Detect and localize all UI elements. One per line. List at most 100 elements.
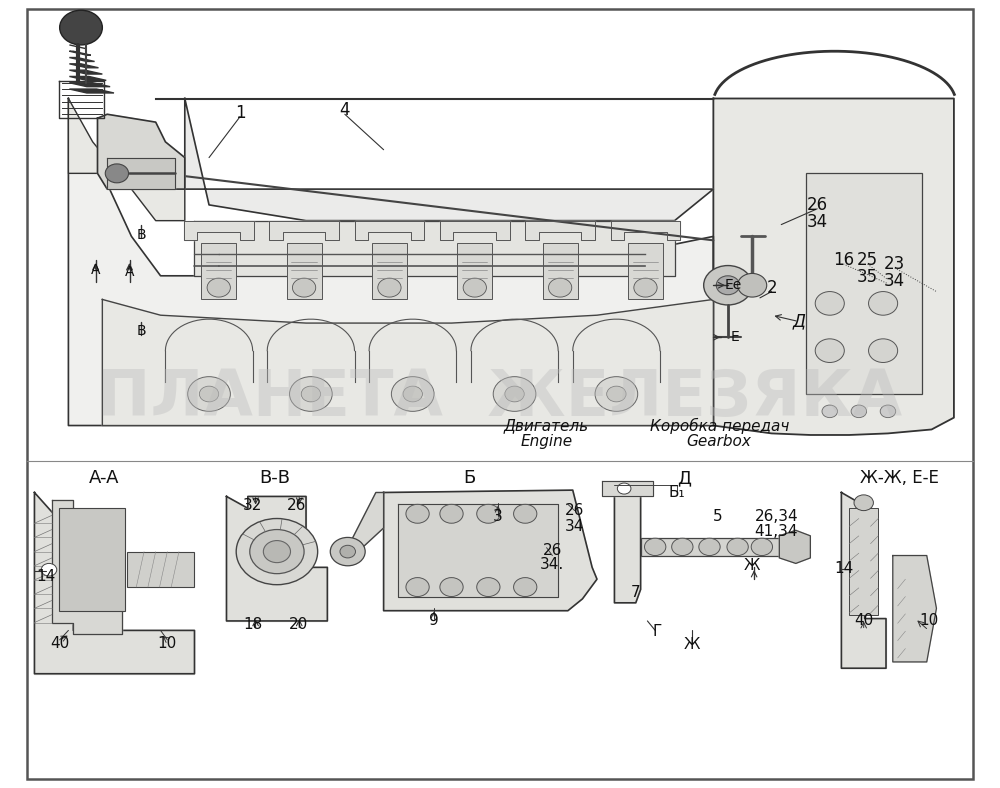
Polygon shape xyxy=(69,83,110,87)
Polygon shape xyxy=(398,504,558,597)
Bar xyxy=(372,243,407,299)
Text: B: B xyxy=(136,324,146,338)
Polygon shape xyxy=(68,98,713,426)
Bar xyxy=(287,243,322,299)
Circle shape xyxy=(716,276,740,295)
Circle shape xyxy=(645,538,666,556)
Circle shape xyxy=(699,538,720,556)
Circle shape xyxy=(751,538,773,556)
Circle shape xyxy=(463,278,486,297)
Bar xyxy=(59,508,125,611)
Circle shape xyxy=(207,278,230,297)
Polygon shape xyxy=(98,114,185,189)
Text: Б: Б xyxy=(463,470,475,487)
Polygon shape xyxy=(34,492,194,674)
Text: 23: 23 xyxy=(884,255,905,273)
Circle shape xyxy=(301,386,321,402)
Polygon shape xyxy=(69,64,98,68)
Text: 35: 35 xyxy=(857,269,878,286)
Text: A: A xyxy=(125,265,134,279)
Circle shape xyxy=(548,278,572,297)
Circle shape xyxy=(378,278,401,297)
Text: Б₁: Б₁ xyxy=(668,485,685,500)
Bar xyxy=(849,508,878,615)
Bar xyxy=(543,243,578,299)
Text: 18: 18 xyxy=(243,616,262,632)
Circle shape xyxy=(738,273,767,297)
Circle shape xyxy=(440,504,463,523)
Text: 9: 9 xyxy=(429,613,439,629)
Polygon shape xyxy=(69,45,87,49)
Circle shape xyxy=(440,578,463,597)
Text: Д: Д xyxy=(677,470,691,487)
Polygon shape xyxy=(384,490,597,611)
Text: E: E xyxy=(730,330,739,344)
Polygon shape xyxy=(194,221,675,276)
Text: Ж: Ж xyxy=(684,637,700,652)
Text: 26: 26 xyxy=(807,196,828,214)
Polygon shape xyxy=(69,76,106,80)
Polygon shape xyxy=(779,530,810,563)
Circle shape xyxy=(188,377,230,411)
Circle shape xyxy=(851,405,867,418)
Text: ПЛАНЕТА  ЖЕЛЕЗЯКА: ПЛАНЕТА ЖЕЛЕЗЯКА xyxy=(97,367,903,429)
Circle shape xyxy=(236,519,318,585)
Polygon shape xyxy=(893,556,936,662)
Polygon shape xyxy=(69,89,114,93)
Text: 34: 34 xyxy=(565,519,584,534)
Circle shape xyxy=(105,164,129,183)
Circle shape xyxy=(672,538,693,556)
Text: 10: 10 xyxy=(158,636,177,652)
Circle shape xyxy=(330,537,365,566)
Text: 41,34: 41,34 xyxy=(755,524,798,540)
Circle shape xyxy=(634,278,657,297)
Circle shape xyxy=(340,545,355,558)
Circle shape xyxy=(477,578,500,597)
Text: A-A: A-A xyxy=(89,470,120,487)
Polygon shape xyxy=(226,496,327,621)
Polygon shape xyxy=(107,158,175,189)
Polygon shape xyxy=(185,98,713,221)
Circle shape xyxy=(199,386,219,402)
Text: 1: 1 xyxy=(235,104,245,121)
Bar xyxy=(628,243,663,299)
Circle shape xyxy=(617,483,631,494)
Circle shape xyxy=(727,538,748,556)
Polygon shape xyxy=(614,485,641,603)
Circle shape xyxy=(514,578,537,597)
Text: 34: 34 xyxy=(807,214,828,231)
Circle shape xyxy=(292,278,316,297)
Text: B: B xyxy=(136,228,146,242)
Circle shape xyxy=(595,377,638,411)
Text: 5: 5 xyxy=(712,508,722,524)
Text: 26: 26 xyxy=(565,503,584,519)
Text: 32: 32 xyxy=(243,498,262,514)
Circle shape xyxy=(250,530,304,574)
Text: 26: 26 xyxy=(543,542,562,558)
Circle shape xyxy=(854,495,873,511)
Circle shape xyxy=(815,292,844,315)
Text: Г: Г xyxy=(652,624,662,640)
Text: 16: 16 xyxy=(833,251,854,269)
Text: 20: 20 xyxy=(289,616,308,632)
Text: 26: 26 xyxy=(287,498,306,514)
Text: 34: 34 xyxy=(884,273,905,290)
Polygon shape xyxy=(69,70,102,74)
Text: 14: 14 xyxy=(36,569,56,585)
Polygon shape xyxy=(69,51,91,55)
Circle shape xyxy=(815,339,844,362)
Circle shape xyxy=(493,377,536,411)
Text: Двигатель: Двигатель xyxy=(504,418,589,433)
Text: 40: 40 xyxy=(50,636,69,652)
Text: Gearbox: Gearbox xyxy=(687,433,752,449)
Polygon shape xyxy=(602,481,653,496)
Circle shape xyxy=(505,386,524,402)
Text: Ж-Ж, Е-Е: Ж-Ж, Е-Е xyxy=(860,470,939,487)
Circle shape xyxy=(290,377,332,411)
Polygon shape xyxy=(184,221,254,240)
Polygon shape xyxy=(355,221,424,240)
Text: В-В: В-В xyxy=(259,470,290,487)
Polygon shape xyxy=(69,58,95,61)
Circle shape xyxy=(403,386,422,402)
Bar xyxy=(457,243,492,299)
